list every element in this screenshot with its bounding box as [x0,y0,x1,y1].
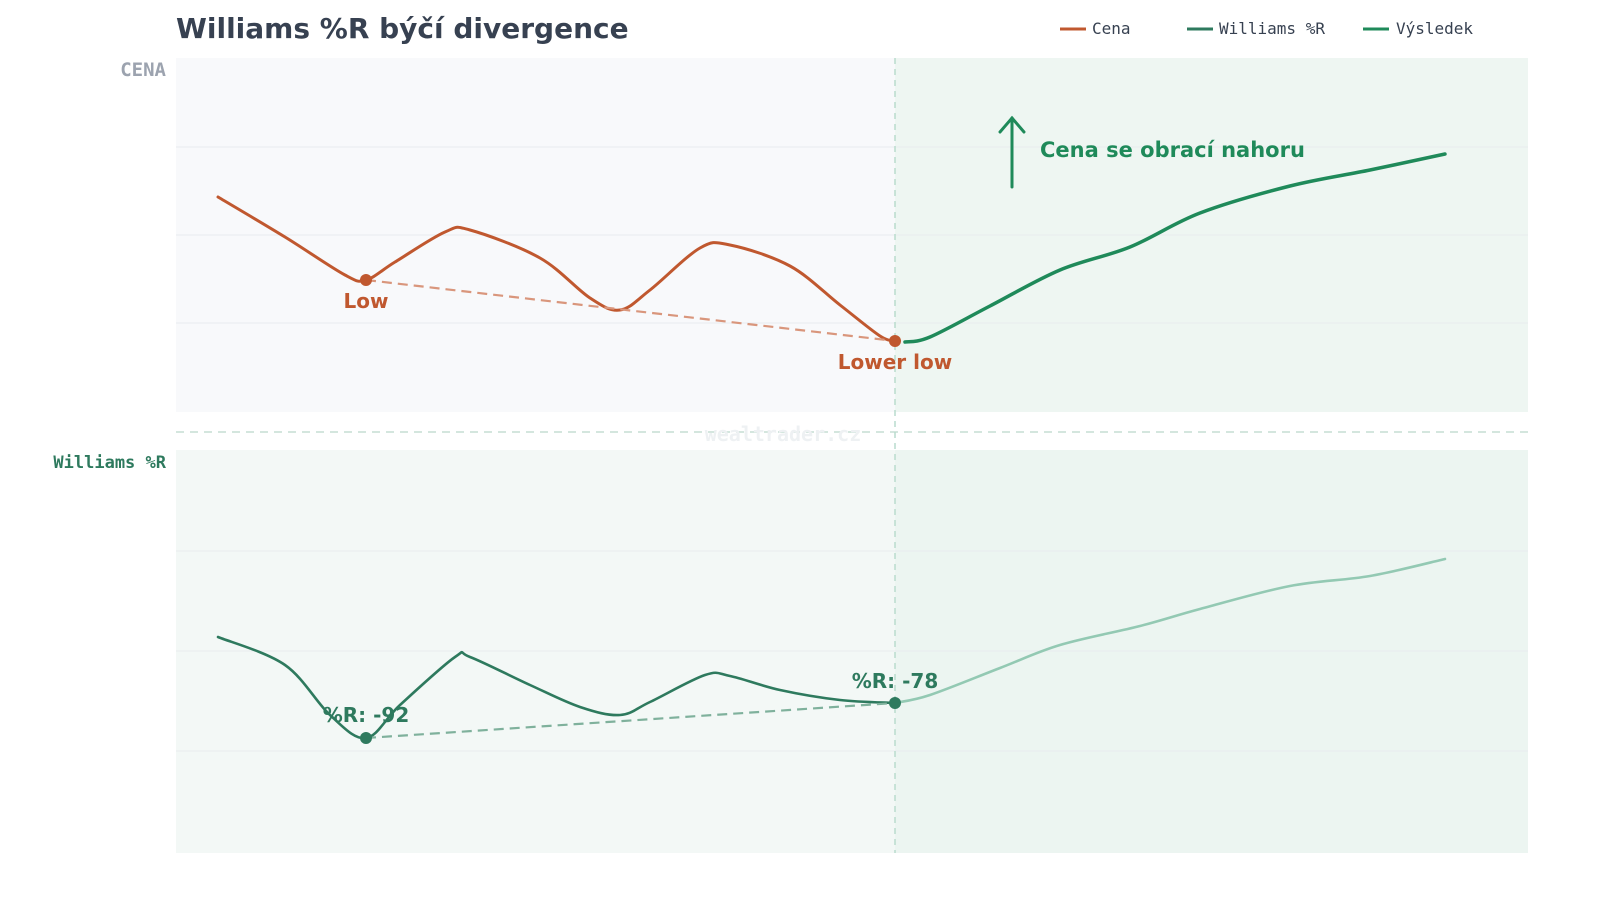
low-point [360,732,372,744]
legend-label: Williams %R [1219,19,1325,38]
grid [176,146,1528,752]
price-line [216,195,897,343]
divergence-line [365,278,896,343]
low-point [360,274,372,286]
low-point [889,697,901,709]
up-arrow [998,115,1026,189]
annotation: Lower low [838,350,952,374]
legend-label: Výsledek [1396,19,1473,38]
title: Williams %R býčí divergence [176,12,629,45]
annotation: %R: -92 [323,703,410,727]
panel-label: Williams %R [53,453,166,473]
callout: Cena se obrací nahoru [1040,138,1305,162]
divergence-line [365,701,896,740]
annotation: %R: -78 [852,669,939,693]
watermark: wealtrader.cz [705,422,862,446]
williams-result-line [893,557,1447,705]
result-line [903,152,1447,344]
annotation: Low [344,289,389,313]
panel-label: CENA [120,59,166,81]
williams-line [216,635,897,740]
low-point [889,335,901,347]
legend-label: Cena [1092,19,1131,38]
